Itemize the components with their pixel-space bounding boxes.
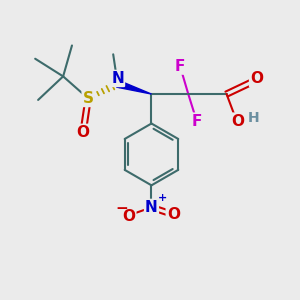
Text: N: N xyxy=(111,71,124,86)
Text: F: F xyxy=(174,58,184,74)
Text: +: + xyxy=(158,193,167,203)
Text: −: − xyxy=(115,201,128,216)
Text: N: N xyxy=(145,200,158,215)
Text: F: F xyxy=(192,114,202,129)
Text: O: O xyxy=(231,114,244,129)
Text: H: H xyxy=(248,111,260,125)
Text: O: O xyxy=(250,71,263,86)
Polygon shape xyxy=(117,80,152,94)
Text: O: O xyxy=(167,207,180,222)
Text: O: O xyxy=(76,125,89,140)
Text: O: O xyxy=(122,209,135,224)
Text: S: S xyxy=(83,91,94,106)
